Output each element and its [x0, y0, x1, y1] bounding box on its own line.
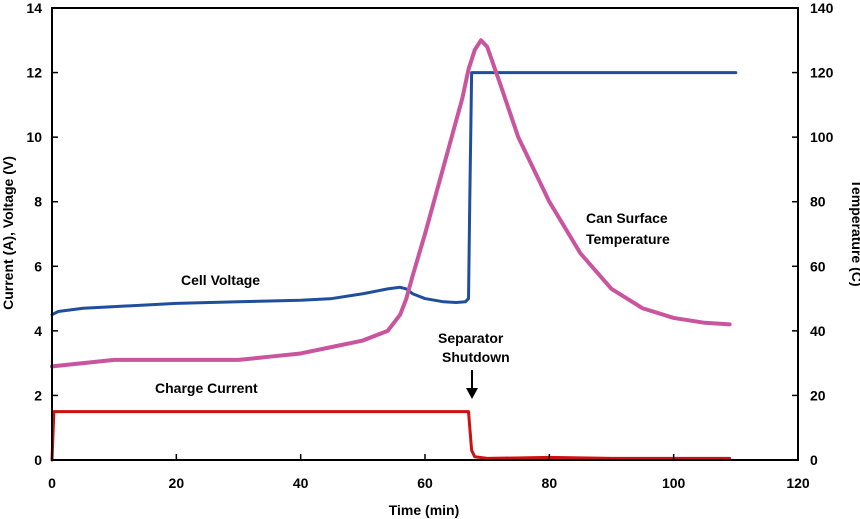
- y-right-tick-label: 120: [810, 65, 834, 81]
- can-surface-annotation-line2: Temperature: [586, 231, 670, 247]
- x-tick-label: 40: [293, 475, 309, 491]
- y-left-axis-title: Current (A), Voltage (V): [0, 156, 16, 310]
- temperature-series-line: [50, 38, 732, 369]
- voltage-series-line: [50, 71, 738, 317]
- y-left-tick-label: 12: [26, 65, 42, 81]
- y-left-tick-label: 2: [34, 387, 42, 403]
- y-right-tick-label: 20: [810, 387, 826, 403]
- separator-annotation-line1: Separator: [438, 330, 504, 346]
- x-axis-title: Time (min): [389, 502, 460, 518]
- y-left-tick-label: 0: [34, 452, 42, 468]
- x-tick-label: 80: [542, 475, 558, 491]
- y-left-tick-label: 10: [26, 129, 42, 145]
- y-right-axis-title: Temperature (C): [849, 179, 860, 286]
- can-surface-annotation-line1: Can Surface: [586, 210, 668, 226]
- y-right-tick-label: 140: [810, 0, 834, 16]
- y-left-tick-label: 14: [26, 0, 42, 16]
- y-left-tick-label: 8: [34, 194, 42, 210]
- x-tick-label: 120: [786, 475, 810, 491]
- x-tick-label: 20: [169, 475, 185, 491]
- current-series-line: [50, 410, 732, 462]
- y-left-tick-label: 4: [34, 323, 42, 339]
- series-layer: [50, 38, 738, 462]
- y-right-tick-label: 80: [810, 194, 826, 210]
- ticks-layer: 0 20 40 60 80 100 1200246810121402040608010012…: [26, 0, 833, 491]
- x-tick-label: 0: [48, 475, 56, 491]
- y-left-tick-label: 6: [34, 258, 42, 274]
- y-right-tick-label: 40: [810, 323, 826, 339]
- x-tick-label: 100: [662, 475, 686, 491]
- shutdown-arrow-icon: [466, 370, 478, 399]
- y-right-tick-label: 100: [810, 129, 834, 145]
- charge-current-annotation: Charge Current: [155, 380, 258, 396]
- y-right-tick-label: 60: [810, 258, 826, 274]
- separator-annotation-line2: Shutdown: [442, 349, 510, 365]
- x-tick-label: 60: [417, 475, 433, 491]
- cell-voltage-annotation: Cell Voltage: [181, 272, 260, 288]
- y-right-tick-label: 0: [810, 452, 818, 468]
